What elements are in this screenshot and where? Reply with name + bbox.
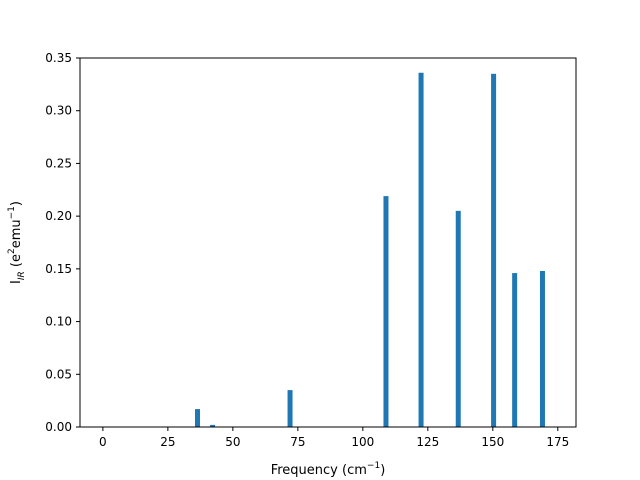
y-tick-label-0: 0.00 (45, 420, 72, 434)
y-axis-label-main: I (9, 280, 24, 284)
x-tick-label-6: 150 (481, 435, 504, 449)
x-axis-ticks: 0 25 50 75 100 125 150 175 (99, 427, 569, 449)
bar-1 (210, 424, 216, 427)
y-tick-label-6: 0.30 (45, 104, 72, 118)
y-axis-label-mid: emu (9, 219, 24, 248)
x-axis-label-superscript: −1 (367, 461, 380, 471)
y-axis-label-superscript-2: −1 (7, 206, 17, 219)
bar-3 (383, 196, 389, 427)
y-axis-label-close: ) (9, 201, 24, 206)
x-tick-label-7: 175 (546, 435, 569, 449)
x-axis-label-close: ) (380, 463, 385, 478)
y-tick-label-5: 0.25 (45, 156, 72, 170)
y-axis-label-open: (e (9, 254, 24, 271)
x-tick-label-4: 100 (351, 435, 374, 449)
y-tick-label-1: 0.05 (45, 367, 72, 381)
x-tick-label-1: 25 (160, 435, 175, 449)
x-tick-label-5: 125 (416, 435, 439, 449)
bar-8 (539, 270, 545, 427)
bar-series (195, 72, 545, 427)
x-tick-label-0: 0 (99, 435, 107, 449)
x-axis-label-main: Frequency (cm (271, 463, 367, 478)
x-tick-label-2: 50 (225, 435, 240, 449)
bar-7 (512, 273, 518, 427)
y-axis-label-superscript-1: 2 (7, 248, 17, 254)
x-tick-label-3: 75 (290, 435, 305, 449)
y-tick-label-7: 0.35 (45, 51, 72, 65)
bar-4 (418, 72, 424, 427)
y-tick-label-2: 0.10 (45, 315, 72, 329)
bar-2 (287, 390, 293, 427)
bar-6 (491, 73, 497, 427)
bar-0 (195, 409, 200, 427)
x-axis-label: Frequency (cm−1) (271, 461, 386, 478)
y-axis-label: IIR (e2emu−1) (7, 201, 27, 284)
y-axis-ticks: 0.00 0.05 0.10 0.15 0.20 0.25 0.30 0.35 (45, 51, 80, 434)
plot-frame (79, 57, 577, 428)
y-tick-label-4: 0.20 (45, 209, 72, 223)
y-tick-label-3: 0.15 (45, 262, 72, 276)
bar-5 (455, 210, 461, 427)
y-axis-label-subscript: IR (17, 271, 27, 280)
